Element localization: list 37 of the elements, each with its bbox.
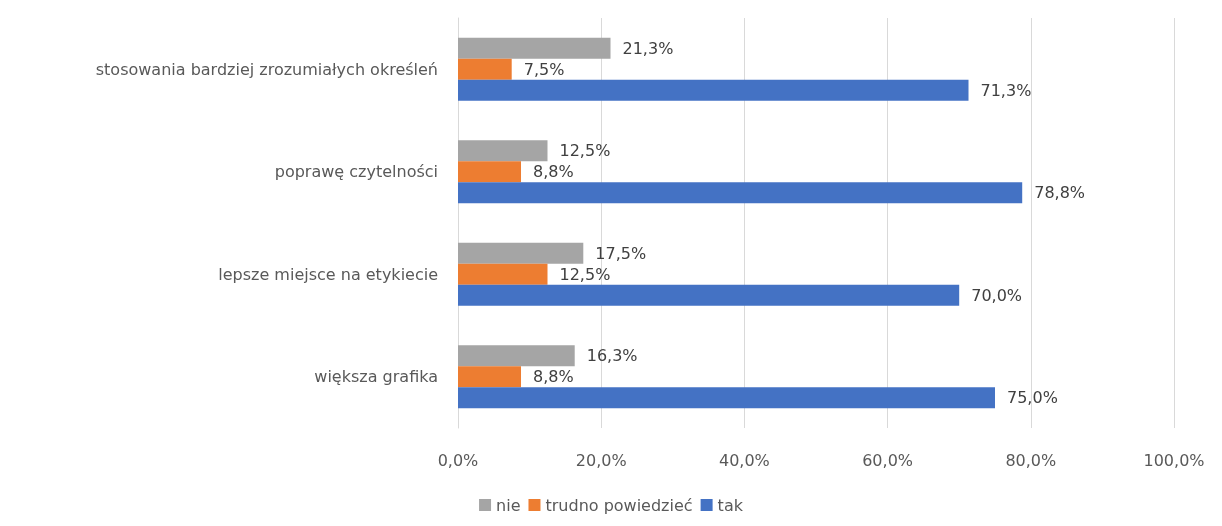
data-label: 17,5%	[595, 243, 647, 263]
bar	[458, 366, 522, 388]
bar	[458, 182, 1023, 204]
y-tick-label: lepsze miejsce na etykiecie	[218, 264, 438, 284]
bar	[458, 161, 522, 183]
data-label: 78,8%	[1034, 183, 1086, 203]
y-tick-label: poprawę czytelności	[274, 162, 438, 182]
x-tick-label: 20,0%	[575, 450, 627, 470]
legend-label: nie	[496, 495, 521, 515]
bar	[458, 37, 611, 59]
data-label: 70,0%	[971, 285, 1023, 305]
x-tick-label: 80,0%	[1005, 450, 1057, 470]
bar	[458, 284, 960, 306]
bar	[458, 242, 584, 264]
x-tick-label: 0,0%	[437, 450, 479, 470]
bar	[458, 79, 969, 101]
bar	[458, 140, 548, 162]
data-label: 75,0%	[1007, 388, 1058, 408]
data-label: 12,5%	[559, 264, 611, 284]
data-label: 7,5%	[523, 59, 565, 79]
x-tick-label: 40,0%	[718, 450, 770, 470]
data-label: 12,5%	[559, 141, 611, 161]
data-label: 21,3%	[622, 38, 674, 58]
bar	[458, 345, 575, 367]
data-label: 8,8%	[533, 162, 574, 182]
bar	[458, 58, 512, 80]
legend-label: trudno powiedzieć	[545, 495, 693, 515]
x-tick-label: 60,0%	[862, 450, 914, 470]
data-label: 16,3%	[586, 346, 638, 366]
bar	[458, 263, 548, 285]
y-tick-label: większa grafika	[314, 367, 438, 387]
x-tick-label: 100,0%	[1143, 450, 1205, 470]
legend-label: tak	[717, 495, 744, 515]
data-label: 8,8%	[533, 367, 574, 387]
data-label: 71,3%	[980, 80, 1032, 100]
y-tick-label: stosowania bardziej zrozumiałych określeń	[95, 59, 438, 79]
bar	[458, 387, 995, 409]
